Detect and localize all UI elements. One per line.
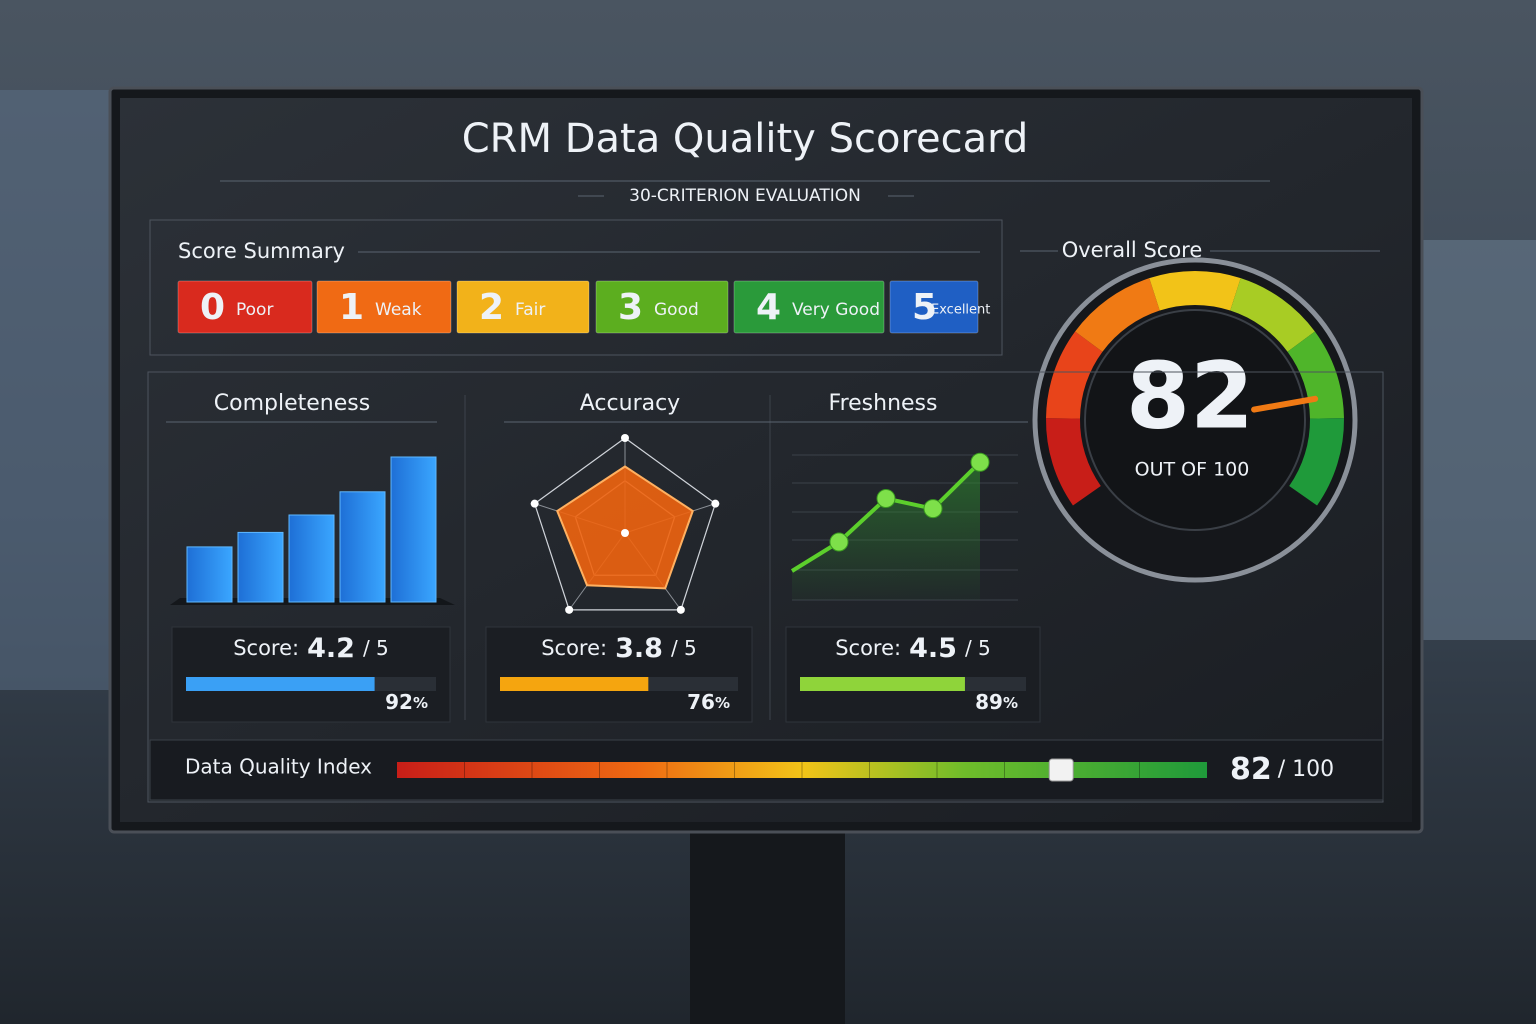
score-badge	[595, 280, 729, 334]
stand	[690, 830, 845, 1024]
window	[1420, 240, 1536, 640]
badge-score: 1	[339, 287, 364, 328]
gauge-needle	[1251, 395, 1319, 413]
score-value: 3.8	[615, 633, 663, 664]
line-area	[792, 462, 980, 600]
score-value: 4.5	[909, 633, 957, 664]
percent-unit: %	[1003, 694, 1018, 712]
gauge-segment	[1287, 331, 1344, 420]
index-label: Data Quality Index	[185, 755, 372, 779]
percent-label: 92%	[385, 690, 428, 714]
line-point	[829, 532, 849, 552]
badge-score: 2	[479, 287, 504, 328]
radar-node	[530, 499, 539, 508]
score-line: Score: 3.8 / 5	[541, 633, 697, 664]
badge-label: Excellent	[931, 303, 990, 318]
index-max: / 100	[1278, 757, 1334, 782]
bar	[390, 456, 437, 603]
index-value: 82	[1230, 752, 1272, 787]
score-line: Score: 4.2 / 5	[233, 633, 389, 664]
bar	[288, 514, 335, 603]
score-line: Score: 4.5 / 5	[835, 633, 991, 664]
score-max: / 5	[671, 636, 697, 660]
gauge-segment	[1288, 418, 1344, 506]
bar	[237, 531, 284, 603]
panel-title: Freshness	[829, 391, 938, 416]
gauge-segment	[1046, 331, 1103, 420]
radar-node	[711, 499, 720, 508]
score-box	[785, 626, 1041, 723]
progress-fill	[186, 677, 375, 691]
overall-caption: OUT OF 100	[1135, 459, 1250, 481]
progress-fill	[500, 677, 649, 691]
score-badge	[889, 280, 979, 334]
percent-label: 89%	[975, 690, 1018, 714]
percent-value: 89	[975, 690, 1003, 714]
percent-value: 92	[385, 690, 413, 714]
badge-score: 3	[618, 287, 643, 328]
radar-node	[621, 434, 629, 442]
overall-title: Overall Score	[1062, 238, 1203, 262]
badge-label: Very Good	[792, 300, 880, 320]
panel-title: Completeness	[214, 391, 370, 416]
score-label: Score:	[835, 636, 901, 660]
window	[0, 90, 110, 690]
badge-score: 5	[912, 287, 937, 328]
percent-unit: %	[413, 694, 428, 712]
index-value-line: 82/ 100	[1230, 752, 1334, 787]
bar	[186, 546, 233, 603]
score-badge	[733, 280, 885, 334]
gauge-segment	[1075, 278, 1161, 353]
score-box	[171, 626, 451, 723]
line-point	[876, 489, 896, 508]
progress-fill	[800, 677, 965, 691]
title: CRM Data Quality Scorecard	[462, 116, 1028, 162]
badge-label: Good	[654, 300, 699, 320]
radar-node	[676, 605, 685, 614]
badge-label: Weak	[375, 300, 422, 320]
radar-center	[621, 529, 629, 537]
radar-node	[565, 605, 574, 614]
badge-label: Fair	[515, 300, 545, 320]
score-badge	[177, 280, 313, 334]
bar	[339, 491, 386, 603]
subtitle: 30-CRITERION EVALUATION	[629, 186, 861, 206]
percent-value: 76	[687, 690, 715, 714]
score-max: / 5	[363, 636, 389, 660]
line-point	[923, 499, 943, 519]
score-max: / 5	[965, 636, 991, 660]
index-bar	[397, 762, 1207, 778]
gauge-segment	[1149, 271, 1241, 311]
badge-label: Poor	[236, 300, 273, 320]
gauge-segment	[1046, 418, 1102, 506]
overall-value: 82	[1126, 342, 1254, 449]
radar-area	[556, 465, 694, 590]
percent-unit: %	[715, 694, 730, 712]
radar-grid	[533, 437, 717, 611]
badge-score: 0	[200, 287, 225, 328]
index-marker	[1048, 758, 1074, 782]
summary-title: Score Summary	[178, 239, 345, 263]
gauge-segment	[1229, 278, 1315, 353]
line-point	[970, 452, 990, 472]
score-badge	[456, 280, 590, 334]
score-box	[485, 626, 753, 723]
score-label: Score:	[233, 636, 299, 660]
panel-title: Accuracy	[580, 391, 680, 416]
gauge-inner	[1084, 309, 1306, 531]
score-badge	[316, 280, 452, 334]
summary-box	[149, 219, 1003, 356]
score-value: 4.2	[307, 633, 355, 664]
panels-box	[147, 371, 1384, 803]
percent-label: 76%	[687, 690, 730, 714]
badge-score: 4	[756, 287, 781, 328]
score-label: Score:	[541, 636, 607, 660]
